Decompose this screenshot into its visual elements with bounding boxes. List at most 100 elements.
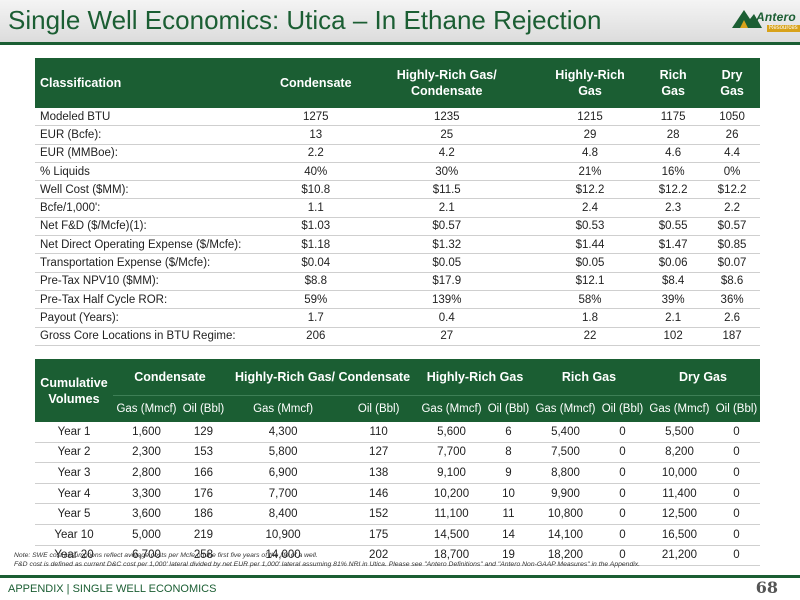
- table-cell: 0%: [704, 162, 760, 182]
- row-label: Transportation Expense ($/Mcfe):: [35, 253, 276, 273]
- table-cell: 30%: [355, 162, 538, 182]
- table-cell: 14: [485, 524, 532, 546]
- table-row: Pre-Tax Half Cycle ROR: 59% 139% 58% 39% 36%: [35, 290, 760, 310]
- table-cell: 110: [339, 422, 419, 443]
- table-cell: 5,000: [113, 524, 180, 546]
- table-cell: 0: [712, 442, 760, 464]
- table-cell: 0: [712, 483, 760, 505]
- oil-subheader: Oil (Bbl): [598, 395, 646, 422]
- footer-divider: [0, 575, 800, 578]
- table-cell: $0.07: [704, 253, 760, 273]
- group-header-4: Dry Gas: [645, 359, 760, 396]
- table-cell: 2.2: [704, 198, 760, 218]
- table-cell: 3,300: [113, 483, 180, 505]
- table-cell: 11,400: [645, 483, 713, 505]
- table-cell: $0.04: [276, 253, 356, 273]
- table-cell: 2,800: [113, 462, 180, 484]
- table-cell: 0: [598, 442, 646, 464]
- table-cell: 176: [179, 483, 227, 505]
- table-cell: 10,800: [532, 503, 599, 525]
- table-cell: 3,600: [113, 503, 180, 525]
- swe-classification-table: Classification Condensate Highly-Rich Gas/…: [35, 58, 760, 346]
- table-row: Year 3 2,800 166 6,900 138 9,100 9 8,800 0 10,000…: [35, 462, 760, 484]
- table-cell: 152: [339, 503, 419, 525]
- table-cell: $8.8: [276, 272, 356, 291]
- row-label: Year 10: [35, 524, 113, 546]
- oil-subheader: Oil (Bbl): [485, 395, 532, 422]
- table-cell: 22: [537, 327, 643, 346]
- table-cell: 258: [179, 545, 227, 567]
- table-cell: 1215: [537, 108, 643, 127]
- row-label: Net Direct Operating Expense ($/Mcfe):: [35, 235, 276, 255]
- table-cell: 40%: [276, 162, 356, 182]
- table-cell: 10,200: [418, 483, 486, 505]
- table-cell: 2.4: [537, 198, 643, 218]
- group-header-3: Rich Gas: [532, 359, 646, 396]
- table-cell: 6,900: [226, 462, 340, 484]
- table-cell: 10: [485, 483, 532, 505]
- group-header-1: Highly-Rich Gas/ Condensate: [226, 359, 419, 396]
- table-cell: 4.6: [642, 144, 705, 163]
- table1-header-1: Condensate: [276, 58, 356, 108]
- row-label: Pre-Tax Half Cycle ROR:: [35, 290, 276, 310]
- table-cell: 0: [598, 524, 646, 546]
- table-cell: 1.7: [276, 308, 356, 328]
- table-row: Payout (Years): 1.7 0.4 1.8 2.1 2.6: [35, 308, 760, 328]
- gas-subheader: Gas (Mmcf): [645, 395, 713, 422]
- table-cell: 4.8: [537, 144, 643, 163]
- table-row: Gross Core Locations in BTU Regime: 206 27…: [35, 327, 760, 346]
- table-cell: 19: [485, 545, 532, 567]
- table-cell: 166: [179, 462, 227, 484]
- table-cell: 25: [355, 125, 538, 145]
- row-label: Net F&D ($/Mcfe)(1):: [35, 217, 276, 237]
- gas-subheader: Gas (Mmcf): [113, 395, 180, 422]
- table-cell: 202: [339, 545, 419, 567]
- row-label: Pre-Tax NPV10 ($MM):: [35, 272, 276, 291]
- cumulative-volumes-table: Cumulative Volumes Condensate Highly-Rich…: [35, 359, 760, 567]
- table-cell: 206: [276, 327, 356, 346]
- table-cell: $0.05: [537, 253, 643, 273]
- table-cell: $0.57: [704, 217, 760, 237]
- table-row: Year 4 3,300 176 7,700 146 10,200 10 9,900 0 11,4…: [35, 483, 760, 505]
- antero-logo: Antero Resources: [730, 4, 800, 34]
- table-cell: $12.1: [537, 272, 643, 291]
- table-cell: 6: [485, 422, 532, 443]
- table-cell: 0: [598, 503, 646, 525]
- row-label: Payout (Years):: [35, 308, 276, 328]
- table-cell: 187: [704, 327, 760, 346]
- table-cell: $1.44: [537, 235, 643, 255]
- table-cell: 13: [276, 125, 356, 145]
- table-cell: 14,000: [226, 545, 340, 567]
- table-cell: 10,900: [226, 524, 340, 546]
- table-cell: 1050: [704, 108, 760, 127]
- row-label: Well Cost ($MM):: [35, 180, 276, 200]
- oil-subheader: Oil (Bbl): [179, 395, 227, 422]
- table-row: % Liquids 40% 30% 21% 16% 0%: [35, 162, 760, 182]
- table-cell: 10,000: [645, 462, 713, 484]
- cumulative-volumes-header: Cumulative Volumes: [35, 359, 113, 422]
- table-cell: 8,400: [226, 503, 340, 525]
- table-row: EUR (Bcfe): 13 25 29 28 26: [35, 125, 760, 145]
- table-cell: $8.4: [642, 272, 705, 291]
- table-cell: 5,500: [645, 422, 713, 443]
- table-cell: 11,100: [418, 503, 486, 525]
- table-cell: 0.4: [355, 308, 538, 328]
- table-cell: $12.2: [642, 180, 705, 200]
- table-cell: 0: [598, 422, 646, 443]
- table-cell: 153: [179, 442, 227, 464]
- row-label: Year 20: [35, 545, 113, 567]
- table-row: Net Direct Operating Expense ($/Mcfe): $1…: [35, 235, 760, 255]
- row-label: Gross Core Locations in BTU Regime:: [35, 327, 276, 346]
- group-header-0: Condensate: [113, 359, 227, 396]
- row-label: Year 3: [35, 462, 113, 484]
- row-label: Year 2: [35, 442, 113, 464]
- table-cell: 14,500: [418, 524, 486, 546]
- gas-subheader: Gas (Mmcf): [226, 395, 340, 422]
- table-cell: 7,500: [532, 442, 599, 464]
- table-row: Modeled BTU 1275 1235 1215 1175 1050: [35, 108, 760, 127]
- table-cell: 59%: [276, 290, 356, 310]
- table-cell: $10.8: [276, 180, 356, 200]
- table-cell: 29: [537, 125, 643, 145]
- table-cell: 21%: [537, 162, 643, 182]
- table-cell: 16,500: [645, 524, 713, 546]
